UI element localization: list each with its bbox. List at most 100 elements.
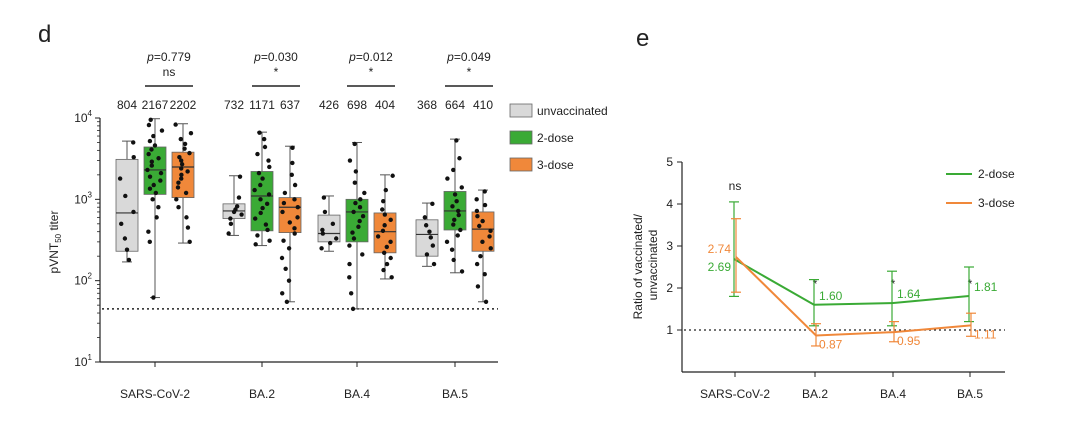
- panel-d-data-point: [266, 192, 272, 197]
- panel-d-data-point: [264, 201, 270, 207]
- panel-d-data-point: [430, 201, 435, 207]
- panel-d-y-tick-label: 103: [74, 190, 92, 206]
- panel-e-x-tick-label: SARS-CoV-2: [700, 387, 770, 401]
- panel-d-data-point: [174, 197, 179, 202]
- panel-d-data-point: [351, 236, 357, 241]
- panel-d-legend-swatch: [509, 103, 533, 118]
- panel-d-significance: ns: [163, 65, 176, 79]
- panel-d-data-point: [175, 185, 181, 190]
- panel-d-data-point: [131, 209, 136, 215]
- panel-d-count-label: 368: [417, 98, 437, 112]
- panel-d-data-point: [260, 205, 265, 211]
- panel-e-significance: *: [968, 277, 973, 291]
- panel-d-data-point: [122, 236, 128, 241]
- panel-d-data-point: [283, 266, 288, 271]
- panel-label-e: e: [636, 25, 649, 52]
- panel-d-data-point: [360, 214, 366, 219]
- panel-d-data-point: [362, 190, 367, 196]
- panel-d-significance: *: [369, 65, 374, 79]
- panel-d-data-point: [253, 216, 258, 221]
- panel-d-data-point: [452, 192, 458, 197]
- panel-d-data-point: [149, 147, 154, 152]
- panel-e-series-line: [735, 256, 972, 337]
- panel-d-data-point: [388, 255, 393, 261]
- panel-d-x-tick-label: SARS-CoV-2: [120, 387, 190, 401]
- panel-d-data-point: [474, 208, 480, 214]
- panel-d-data-point: [179, 176, 184, 181]
- panel-d-significance: *: [467, 65, 472, 79]
- panel-d-data-point: [265, 227, 270, 233]
- panel-d-data-point: [149, 159, 155, 164]
- panel-d-data-point: [350, 230, 355, 235]
- panel-d-data-point: [231, 209, 237, 215]
- panel-d-data-point: [239, 212, 244, 217]
- panel-d-data-point: [383, 187, 389, 193]
- panel-d-data-point: [384, 261, 390, 267]
- panel-d-data-point: [176, 205, 181, 210]
- panel-d-data-point: [347, 158, 353, 163]
- panel-d-data-point: [255, 151, 260, 157]
- panel-d-data-point: [126, 257, 132, 263]
- panel-d-data-point: [147, 138, 153, 144]
- panel-d-data-point: [146, 151, 151, 157]
- panel-d-data-point: [253, 242, 258, 247]
- panel-d-data-point: [320, 231, 326, 236]
- panel-d-box: [250, 171, 274, 232]
- panel-e-data-label: 2.69: [708, 260, 732, 274]
- panel-d-data-point: [451, 167, 456, 173]
- panel-d-data-point: [147, 239, 152, 245]
- panel-d-data-point: [151, 295, 156, 300]
- panel-d-data-point: [187, 150, 192, 156]
- panel-d-data-point: [228, 221, 234, 227]
- panel-d-data-point: [451, 257, 456, 263]
- panel-d-data-point: [360, 252, 365, 257]
- panel-d-data-point: [179, 162, 185, 167]
- panel-d-box: [115, 158, 139, 252]
- panel-d-data-point: [266, 158, 271, 163]
- panel-d-data-point: [381, 198, 386, 204]
- panel-d-count-label: 664: [445, 98, 465, 112]
- panel-d-data-point: [179, 158, 184, 163]
- panel-d-data-point: [295, 205, 300, 210]
- panel-d-data-point: [428, 235, 433, 240]
- panel-d-data-point: [375, 234, 381, 239]
- panel-d-data-point: [156, 205, 161, 210]
- panel-d-data-point: [319, 246, 324, 251]
- panel-e-legend-label: 2-dose: [978, 167, 1015, 181]
- panel-d-data-point: [281, 238, 286, 243]
- panel-d-count-label: 1171: [249, 98, 275, 112]
- panel-d-data-point: [454, 138, 459, 143]
- panel-d-x-tick-label: BA.5: [442, 387, 468, 401]
- panel-d-data-point: [321, 195, 327, 200]
- panel-d-data-point: [258, 182, 263, 188]
- panel-d-data-point: [284, 299, 290, 304]
- panel-e-data-label: 1.11: [974, 327, 997, 341]
- panel-d-data-point: [480, 239, 485, 245]
- panel-d-data-point: [356, 224, 361, 229]
- panel-d-data-point: [474, 261, 480, 267]
- panel-e-x-tick-label: BA.2: [802, 387, 828, 401]
- panel-d-data-point: [454, 198, 459, 204]
- panel-d-data-point: [347, 243, 352, 248]
- panel-d-data-point: [389, 275, 394, 280]
- panel-d-data-point: [258, 197, 263, 202]
- panel-d-data-point: [430, 243, 436, 248]
- panel-d-data-point: [279, 255, 285, 261]
- panel-e-significance: *: [891, 277, 896, 291]
- panel-e-data-label: 0.95: [897, 334, 921, 348]
- panel-d-data-point: [477, 223, 482, 229]
- panel-d-count-label: 804: [117, 98, 137, 112]
- panel-d-data-point: [146, 122, 152, 128]
- panel-d-data-point: [185, 169, 190, 174]
- panel-d-data-point: [154, 215, 159, 220]
- panel-d-data-point: [260, 176, 265, 181]
- panel-d-boxplot: pVNT50 titer 101 102 103 104 SARS-CoV-2 804 21…: [47, 50, 608, 401]
- panel-d-x-tick-label: BA.4: [344, 387, 370, 401]
- panel-d-data-point: [431, 261, 437, 267]
- panel-d-data-point: [475, 214, 480, 219]
- panel-d-data-point: [119, 221, 124, 227]
- panel-e-y-tick-label: 3: [666, 239, 673, 253]
- panel-d-count-label: 732: [224, 98, 244, 112]
- panel-d-data-point: [262, 144, 268, 150]
